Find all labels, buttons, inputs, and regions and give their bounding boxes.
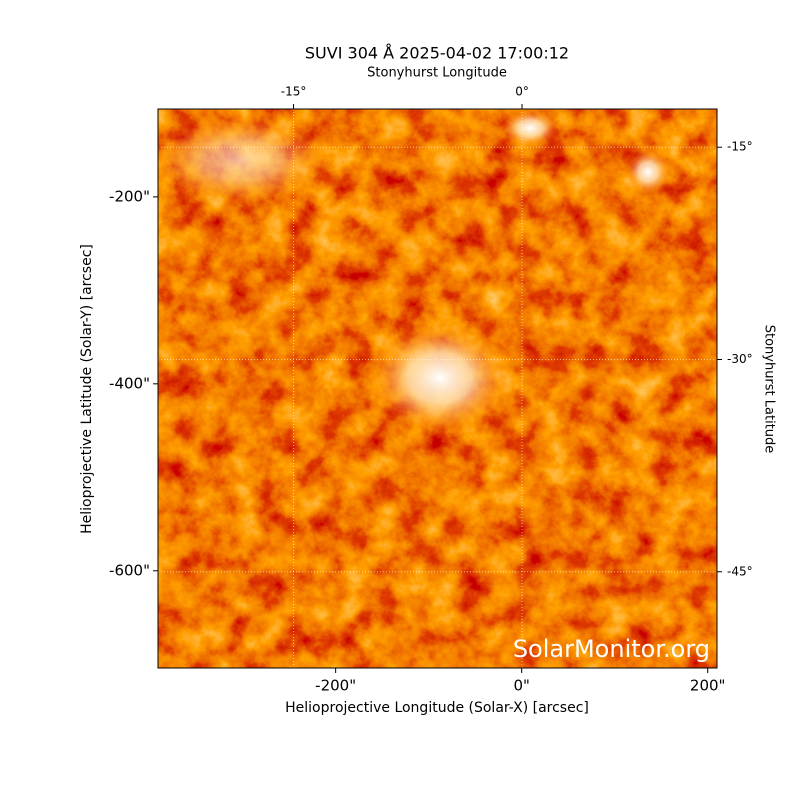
active-region [370, 323, 510, 433]
y2-tick-label: -15° [727, 140, 753, 154]
x-tick-label: -200" [315, 677, 356, 695]
bright-region [158, 115, 330, 205]
x-tick-label: 200" [690, 677, 726, 695]
watermark: SolarMonitor.org [513, 635, 710, 663]
y2-tick-label: -45° [727, 564, 753, 578]
solar-image [158, 109, 717, 668]
y2-tick-label: -30° [727, 352, 753, 366]
y-axis-label: Helioprojective Latitude (Solar-Y) [arcs… [79, 244, 95, 534]
y-tick-label: -600" [109, 561, 150, 579]
y2-axis-label: Stonyhurst Latitude [762, 325, 777, 454]
y-tick-label: -400" [109, 374, 150, 392]
bright-point [626, 150, 670, 194]
bright-point [502, 110, 558, 146]
grid [158, 109, 717, 668]
x-tick-label: 0" [513, 677, 529, 695]
x2-tick-label: 0° [515, 85, 529, 99]
plot-frame [157, 108, 718, 669]
y-tick-label: -200" [109, 187, 150, 205]
x2-tick-label: -15° [281, 85, 307, 99]
chart-title: SUVI 304 Å 2025-04-02 17:00:12 [305, 44, 569, 63]
x2-axis-label: Stonyhurst Longitude [367, 66, 507, 81]
x-axis-label: Helioprojective Longitude (Solar-X) [arc… [285, 700, 589, 716]
